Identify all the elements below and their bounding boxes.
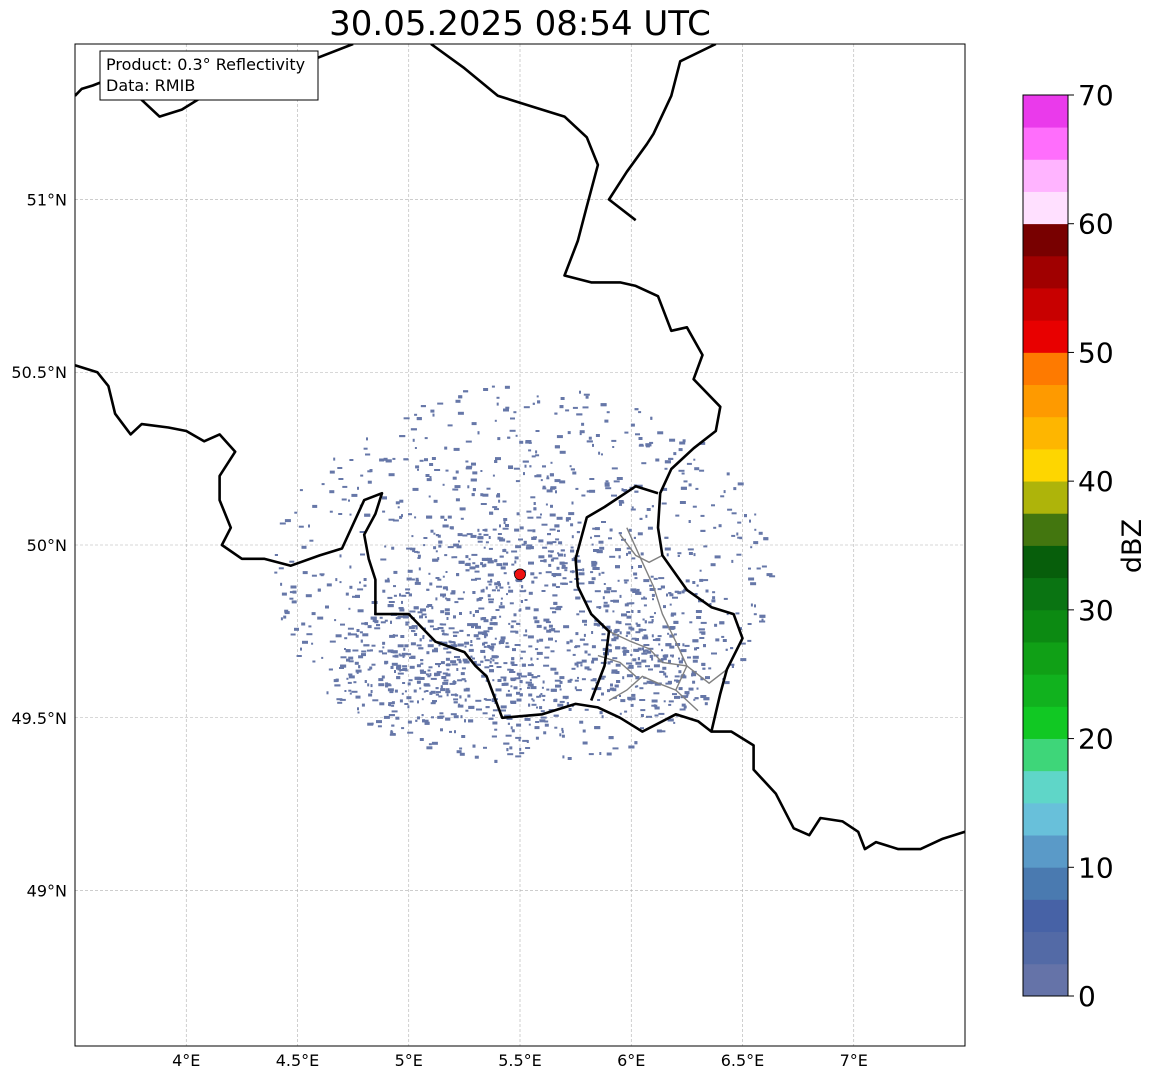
country-border <box>430 44 744 732</box>
radar-site-marker <box>514 568 526 581</box>
lon-tick-label: 5°E <box>395 1051 423 1070</box>
info-box: Product: 0.3° Reflectivity Data: RMIB <box>99 50 319 101</box>
colorbar-segment <box>1023 738 1068 772</box>
colorbar-segment <box>1023 835 1068 868</box>
colorbar-segment <box>1023 577 1068 611</box>
colorbar-segment <box>1023 255 1068 289</box>
colorbar-tick-label: 20 <box>1078 723 1114 756</box>
lon-tick-label: 4°E <box>172 1051 200 1070</box>
info-source: Data: RMIB <box>106 76 195 95</box>
radar-echoes <box>274 385 776 763</box>
colorbar-segment <box>1023 931 1068 965</box>
admin-border <box>608 675 699 712</box>
lat-tick-label: 49.5°N <box>11 709 67 728</box>
country-border <box>75 364 965 851</box>
colorbar-tick-label: 10 <box>1078 851 1114 884</box>
colorbar-segment <box>1023 223 1068 257</box>
colorbar-tick-label: 40 <box>1078 465 1114 498</box>
gridlines <box>75 44 965 1046</box>
lat-tick-label: 49°N <box>27 882 67 901</box>
colorbar-segment <box>1023 770 1068 804</box>
colorbar-segment <box>1023 545 1068 579</box>
colorbar-segment <box>1023 963 1068 997</box>
admin-borders <box>597 527 728 712</box>
colorbar-label: dBZ <box>1117 519 1148 573</box>
lon-tick-label: 5.5°E <box>498 1051 542 1070</box>
colorbar-segment <box>1023 320 1068 353</box>
country-border <box>574 484 659 701</box>
colorbar-segment <box>1023 416 1068 450</box>
colorbar-segment <box>1023 642 1068 675</box>
colorbar-segment <box>1023 127 1068 160</box>
colorbar-tick-label: 50 <box>1078 336 1114 369</box>
colorbar-segment <box>1023 609 1068 643</box>
colorbar-segment <box>1023 899 1068 933</box>
colorbar-segment <box>1023 674 1068 707</box>
colorbar-segment <box>1023 95 1068 128</box>
lon-tick-label: 7°E <box>840 1051 868 1070</box>
map-frame <box>74 43 966 1047</box>
axis-ticks: 4°E 4.5°E 5°E 5.5°E 6°E 6.5°E 7°E 49°N 49.5°N 50°… <box>11 190 867 1070</box>
lon-tick-label: 6°E <box>617 1051 645 1070</box>
colorbar-segment <box>1023 159 1068 192</box>
colorbar-segment <box>1023 352 1068 386</box>
colorbar-segment <box>1023 481 1068 514</box>
colorbar-segment <box>1023 384 1068 418</box>
lat-tick-label: 50°N <box>27 536 67 555</box>
country-border <box>607 44 717 222</box>
colorbar-tick-label: 30 <box>1078 594 1114 627</box>
colorbar-segment <box>1023 448 1068 482</box>
colorbar-segment <box>1023 867 1068 900</box>
radar-site <box>514 568 526 581</box>
lat-tick-label: 50.5°N <box>11 363 67 382</box>
map-title: 30.05.2025 08:54 UTC <box>329 4 711 44</box>
colorbar-segment <box>1023 802 1068 836</box>
admin-border <box>619 534 663 564</box>
admin-border <box>608 630 728 685</box>
colorbar-tick-label: 60 <box>1078 208 1114 241</box>
lon-tick-label: 4.5°E <box>276 1051 320 1070</box>
lon-tick-label: 6.5°E <box>721 1051 765 1070</box>
colorbar-segment <box>1023 191 1068 225</box>
colorbar-tick-label: 70 <box>1078 79 1114 112</box>
colorbar-segment <box>1023 706 1068 739</box>
colorbar-tick-label: 0 <box>1078 980 1096 1013</box>
colorbar-segment <box>1023 288 1068 321</box>
colorbar-segment <box>1023 513 1068 546</box>
info-product: Product: 0.3° Reflectivity <box>106 55 305 74</box>
lat-tick-label: 51°N <box>27 190 67 209</box>
colorbar-frame <box>1022 94 1069 997</box>
